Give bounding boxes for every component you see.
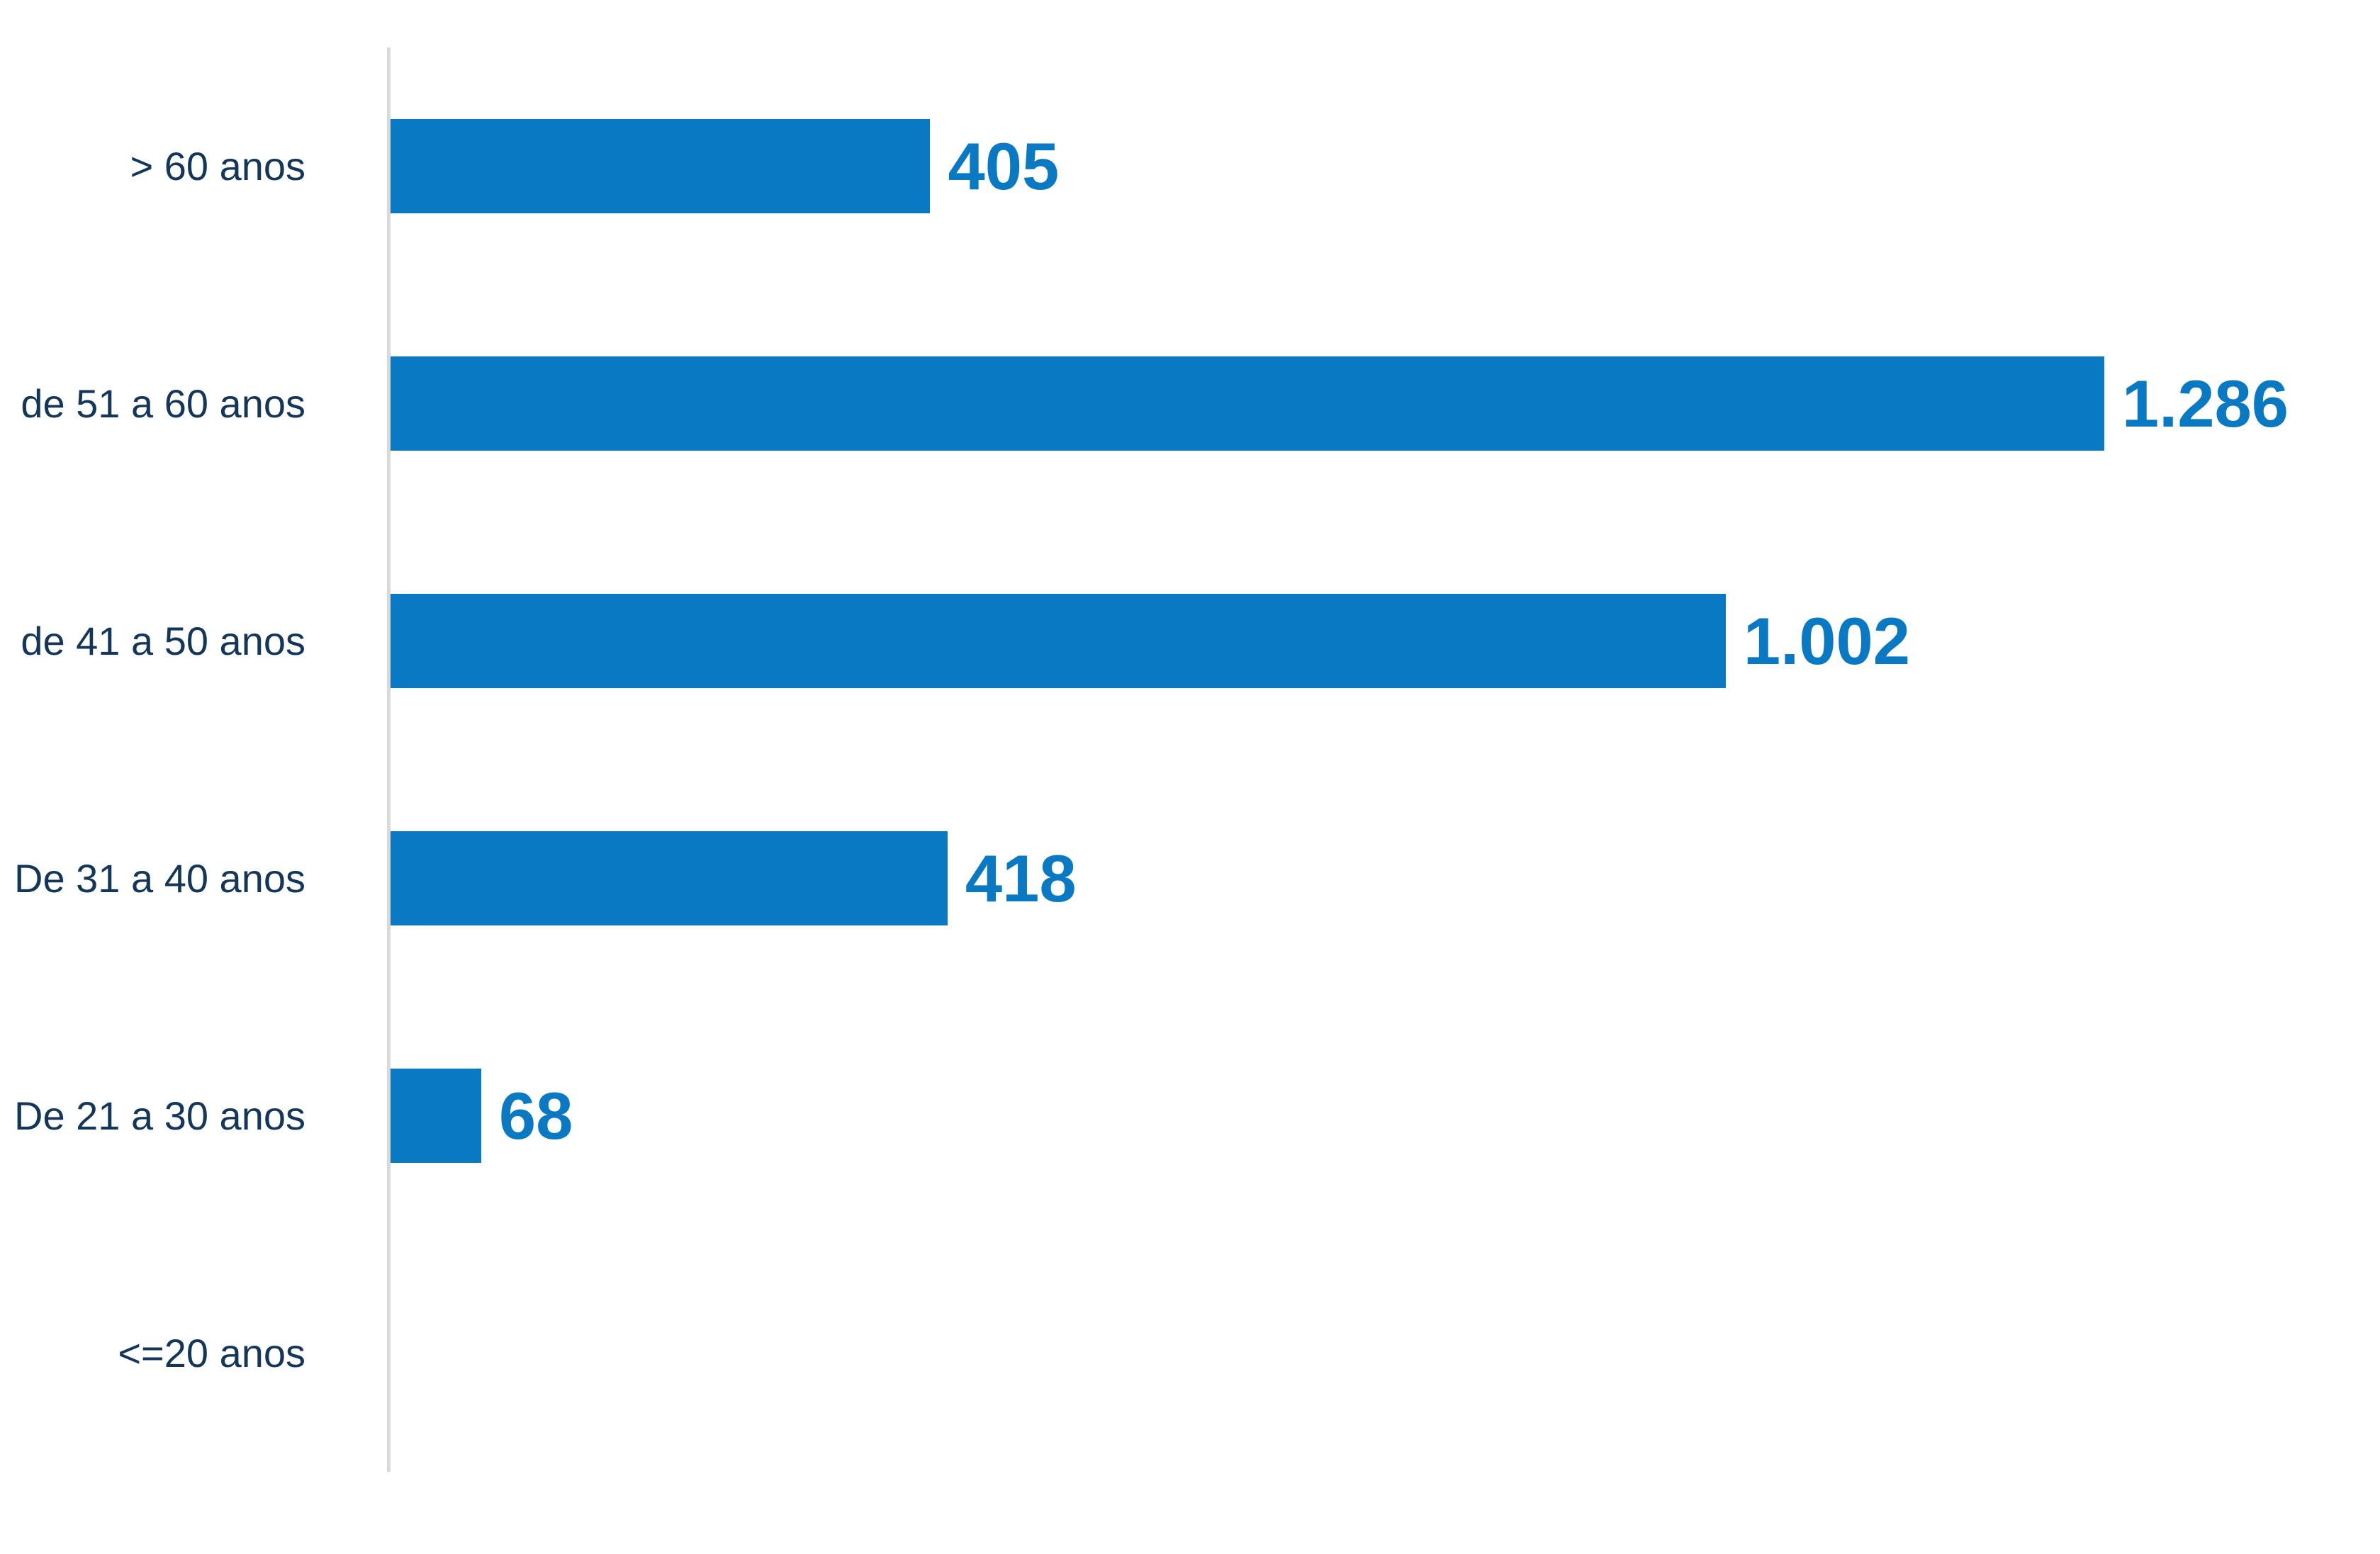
- category-label: De 21 a 30 anos: [14, 1093, 305, 1138]
- value-label: 68: [498, 1078, 573, 1153]
- chart-row: > 60 anos 405: [0, 47, 2380, 285]
- chart-rows: > 60 anos 405 de 51 a 60 anos 1.286 de 41 a …: [0, 47, 2380, 1472]
- value-label: 418: [965, 840, 1077, 916]
- category-label: de 51 a 60 anos: [21, 381, 305, 426]
- bar: [391, 1069, 481, 1163]
- chart-row: De 21 a 30 anos 68: [0, 997, 2380, 1234]
- chart-row: <=20 anos: [0, 1234, 2380, 1472]
- value-label: 1.286: [2121, 366, 2289, 441]
- chart-row: de 41 a 50 anos 1.002: [0, 522, 2380, 760]
- bar: [391, 831, 948, 925]
- bar-track: 68: [391, 997, 2380, 1234]
- category-label: de 41 a 50 anos: [21, 618, 305, 663]
- category-label: De 31 a 40 anos: [14, 855, 305, 901]
- category-label: > 60 anos: [130, 143, 305, 188]
- chart-row: de 51 a 60 anos 1.286: [0, 285, 2380, 522]
- bar-track: 1.002: [391, 522, 2380, 760]
- value-label: 405: [948, 128, 1060, 203]
- chart-row: De 31 a 40 anos 418: [0, 760, 2380, 997]
- bar: [391, 594, 1726, 688]
- plot-area: > 60 anos 405 de 51 a 60 anos 1.286 de 41 a …: [0, 47, 2380, 1472]
- bar-track: [391, 1234, 2380, 1472]
- bar-track: 1.286: [391, 285, 2380, 522]
- bar: [391, 356, 2104, 451]
- y-axis-line: [387, 47, 391, 1472]
- bar: [391, 119, 931, 213]
- value-label: 1.002: [1743, 603, 1911, 678]
- category-label: <=20 anos: [118, 1330, 305, 1375]
- bar-track: 418: [391, 760, 2380, 997]
- bar-track: 405: [391, 47, 2380, 285]
